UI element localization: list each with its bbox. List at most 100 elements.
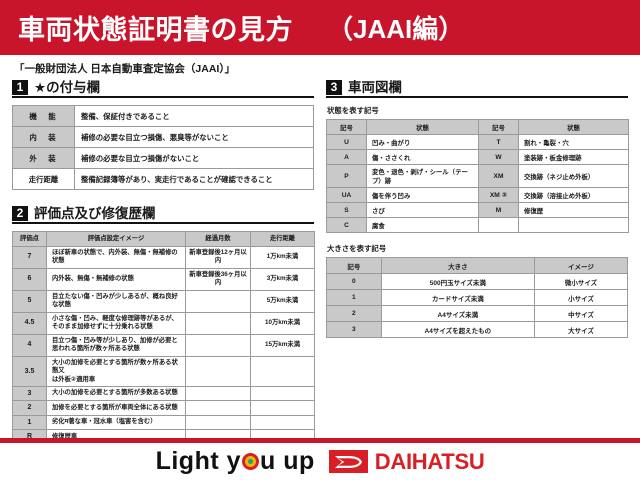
size-code: 2 — [326, 305, 382, 322]
rating-description: 加修を必要とする箇所が車両全体にある状態 — [46, 400, 186, 416]
table-row: 2 加修を必要とする箇所が車両全体にある状態 — [12, 400, 315, 416]
symbol-code: UA — [326, 187, 367, 203]
symbol-state: さび — [366, 202, 479, 218]
size-code: 1 — [326, 289, 382, 306]
table-row: S さび M 修復歴 — [326, 202, 629, 218]
table-row: 6 内外装、無傷・無補修の状態 新車登録後36ヶ月以内 3万km未満 — [12, 267, 315, 291]
symbol-code: XM ② — [478, 187, 519, 203]
size-value: 500円玉サイズ未満 — [380, 273, 535, 290]
size-code: 3 — [326, 321, 382, 338]
section-1-header: 1 ★の付与欄 — [12, 80, 314, 98]
table-row: 3 大小の加修を必要とする箇所が多数ある状態 — [12, 385, 315, 402]
rating-description: 内外装、無傷・無補修の状態 — [46, 267, 186, 291]
table-row: 5 目立たない傷・凹みが少しあるが、概ね良好な状態 5万km未満 — [12, 289, 315, 313]
rating-distance: 15万km未満 — [250, 333, 315, 357]
table-row: 0 500円玉サイズ未満 微小サイズ — [326, 273, 629, 290]
symbol-state: 傷・ささくれ — [366, 149, 479, 165]
rating-distance — [250, 414, 315, 431]
size-symbol-table: 記号 大きさ イメージ 0 500円玉サイズ未満 微小サイズ 1 カードサイズ未… — [326, 257, 629, 338]
section-2-number: 2 — [12, 206, 28, 221]
right-column: 3 車両図欄 状態を表す記号 記号 状態 記号 状態 U 凹み・曲がり T 割れ… — [326, 80, 629, 445]
rating-months — [185, 385, 251, 402]
rating-months: 新車登録後12ヶ月以内 — [185, 245, 251, 269]
rating-distance — [250, 400, 315, 416]
header-banner: 車両状態証明書の見方 （JAAI編） — [0, 0, 640, 55]
symbol-state-empty — [518, 217, 629, 233]
rating-months — [185, 333, 251, 357]
rating-description: 目立たない傷・凹みが少しあるが、概ね良好な状態 — [46, 289, 186, 313]
column-header-size: 大きさ — [380, 257, 535, 274]
rating-months — [185, 355, 251, 387]
rating-description: 大小の加修を必要とする箇所が多数ある状態 — [46, 385, 186, 402]
rating-distance: 10万km未満 — [250, 311, 315, 335]
daihatsu-mark-icon — [328, 450, 368, 473]
symbol-state: 交換跡（ネジ止め外板） — [518, 164, 629, 188]
section-1-number: 1 — [12, 80, 28, 95]
column-header-state-right: 状態 — [518, 119, 629, 135]
criteria-value: 補修の必要な目立つ損傷、悪臭等がないこと — [74, 126, 314, 148]
criteria-value: 整備、保証付きであること — [74, 105, 314, 127]
symbol-state: 腐食 — [366, 217, 479, 233]
rating-history-table: 評価点 評価点設定イメージ 経過月数 走行距離 7 ほぼ新車の状態で、内外装、無… — [12, 231, 315, 445]
star-criteria-table: 機 能 整備、保証付きであること 内 装 補修の必要な目立つ損傷、悪臭等がないこ… — [12, 105, 314, 190]
symbol-state: 塗装跡・板金修理跡 — [518, 149, 629, 165]
table-row: 内 装 補修の必要な目立つ損傷、悪臭等がないこと — [12, 126, 314, 148]
symbol-code: T — [478, 134, 519, 150]
column-header-symbol-right: 記号 — [478, 119, 519, 135]
rating-score: 3 — [12, 385, 47, 402]
table-row: 3 A4サイズを超えたもの 大サイズ — [326, 321, 629, 338]
criteria-label: 内 装 — [12, 126, 75, 148]
symbol-code: XM — [478, 164, 519, 188]
symbol-state: 割れ・亀裂・穴 — [518, 134, 629, 150]
column-header-distance: 走行距離 — [250, 231, 315, 247]
size-image: 大サイズ — [533, 321, 629, 338]
table-row: 2 A4サイズ未満 中サイズ — [326, 305, 629, 322]
table-row: 走行距離 整備記録簿等があり、実走行であることが確認できること — [12, 168, 314, 190]
section-3-title: 車両図欄 — [348, 80, 402, 95]
size-table-caption: 大きさを表す記号 — [327, 244, 387, 253]
size-image: 微小サイズ — [533, 273, 629, 290]
symbol-code: A — [326, 149, 367, 165]
table-row: U 凹み・曲がり T 割れ・亀裂・穴 — [326, 134, 629, 150]
rating-months — [185, 400, 251, 416]
column-header-score: 評価点 — [12, 231, 47, 247]
rating-score: 6 — [12, 267, 47, 291]
symbol-code: S — [326, 202, 367, 218]
table-header-row: 記号 状態 記号 状態 — [326, 119, 629, 135]
criteria-value: 補修の必要な目立つ損傷がないこと — [74, 147, 314, 169]
table-row: 7 ほぼ新車の状態で、内外装、無傷・無補修の状態 新車登録後12ヶ月以内 1万k… — [12, 245, 315, 269]
symbol-table-caption: 状態を表す記号 — [327, 106, 379, 115]
table-row: A 傷・ささくれ W 塗装跡・板金修理跡 — [326, 149, 629, 165]
symbol-code: P — [326, 164, 367, 188]
rating-months — [185, 414, 251, 431]
symbol-code-empty — [478, 217, 519, 233]
table-header-row: 記号 大きさ イメージ — [326, 257, 629, 274]
rating-distance: 1万km未満 — [250, 245, 315, 269]
criteria-label: 外 装 — [12, 147, 75, 169]
footer-logo-bar: Light y u up DAIHATSU — [0, 443, 640, 480]
table-header-row: 評価点 評価点設定イメージ 経過月数 走行距離 — [12, 231, 315, 247]
symbol-state: 傷を伴う凹み — [366, 187, 479, 203]
table-row: UA 傷を伴う凹み XM ② 交換跡（溶接止め外板） — [326, 187, 629, 203]
table-row: 3.5 大小の加修を必要とする箇所が数ヶ所ある状態又 は外板②適用車 — [12, 355, 315, 387]
column-header-description: 評価点設定イメージ — [46, 231, 186, 247]
table-row: 外 装 補修の必要な目立つ損傷がないこと — [12, 147, 314, 169]
criteria-value: 整備記録簿等があり、実走行であることが確認できること — [74, 168, 314, 190]
column-header-months: 経過月数 — [185, 231, 251, 247]
size-image: 小サイズ — [533, 289, 629, 306]
symbol-code: W — [478, 149, 519, 165]
rating-distance: 3万km未満 — [250, 267, 315, 291]
rating-score: 3.5 — [12, 355, 47, 387]
table-row: 1 劣化म著な車・冠水車（塩害を含む） — [12, 414, 315, 431]
table-row: 4 目立つ傷・凹み等が少しあり、加修が必要と 思われる箇所が数ヶ所ある状態 15… — [12, 333, 315, 357]
table-row: C 腐食 — [326, 217, 629, 233]
table-row: 4.5 小さな傷・凹み、軽度な修理跡等があるが、 そのまま加修せずに十分乗れる状… — [12, 311, 315, 335]
content-columns: 1 ★の付与欄 機 能 整備、保証付きであること 内 装 補修の必要な目立つ損傷… — [0, 80, 640, 445]
table-row: 機 能 整備、保証付きであること — [12, 105, 314, 127]
rating-score: 5 — [12, 289, 47, 313]
symbol-code: M — [478, 202, 519, 218]
section-3-header: 3 車両図欄 — [326, 80, 628, 98]
daihatsu-wordmark: DAIHATSU — [374, 448, 485, 474]
size-value: A4サイズを超えたもの — [380, 321, 535, 338]
symbol-state: 交換跡（溶接止め外板） — [518, 187, 629, 203]
